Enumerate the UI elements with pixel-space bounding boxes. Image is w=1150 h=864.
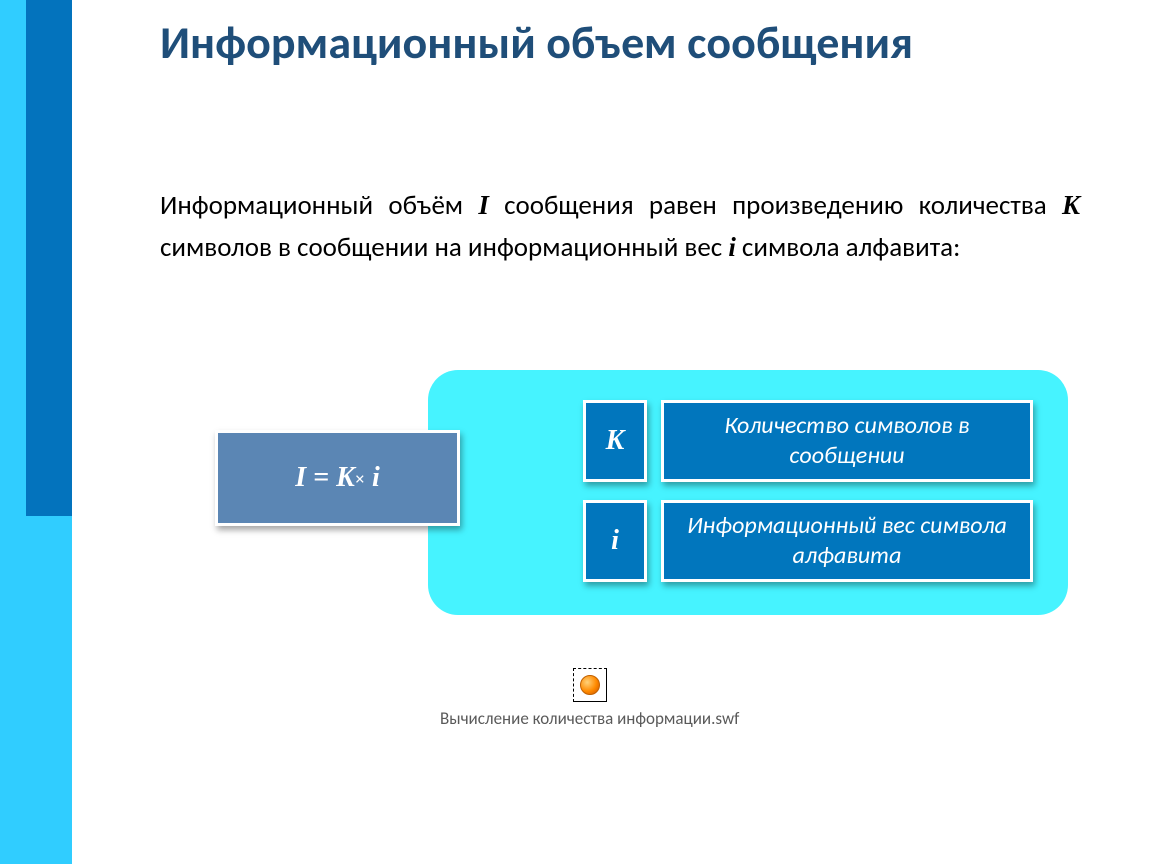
- formula-eq: =: [306, 462, 336, 493]
- formula-i: i: [372, 462, 380, 493]
- legend-row-K: K Количество символов в сообщении: [583, 400, 1033, 482]
- body-seg-4: символа алфавита:: [736, 231, 961, 264]
- legend-key-i: i: [583, 500, 647, 582]
- body-paragraph: Информационный объём I сообщения равен п…: [160, 185, 1080, 268]
- attachment-label: Вычисление количества информации.swf: [440, 708, 739, 729]
- legend-key-K: K: [583, 400, 647, 482]
- sidebar-accent-dark: [26, 0, 72, 516]
- formula-times: ×: [355, 469, 365, 489]
- body-seg-2: сообщения равен произведению количества: [489, 189, 1062, 222]
- firefox-glyph-icon: [580, 675, 600, 695]
- attachment[interactable]: Вычисление количества информации.swf: [440, 668, 739, 729]
- formula-lhs: I: [295, 462, 306, 493]
- body-var-i: i: [728, 232, 736, 262]
- body-var-I: I: [478, 190, 489, 220]
- legend-row-i: i Информационный вес символа алфавита: [583, 500, 1033, 582]
- formula-K: K: [336, 462, 355, 493]
- body-var-K: K: [1062, 190, 1080, 220]
- legend-desc-K: Количество символов в сообщении: [661, 400, 1033, 482]
- legend-desc-i: Информационный вес символа алфавита: [661, 500, 1033, 582]
- formula-sp: [365, 462, 372, 493]
- body-seg-3: символов в сообщении на информационный в…: [160, 231, 728, 264]
- swf-file-icon: [573, 668, 607, 702]
- formula-text: I = K× i: [295, 462, 380, 494]
- formula-box: I = K× i: [215, 430, 460, 526]
- page-title: Информационный объем сообщения: [160, 15, 1060, 73]
- body-seg-1: Информационный объём: [160, 189, 478, 222]
